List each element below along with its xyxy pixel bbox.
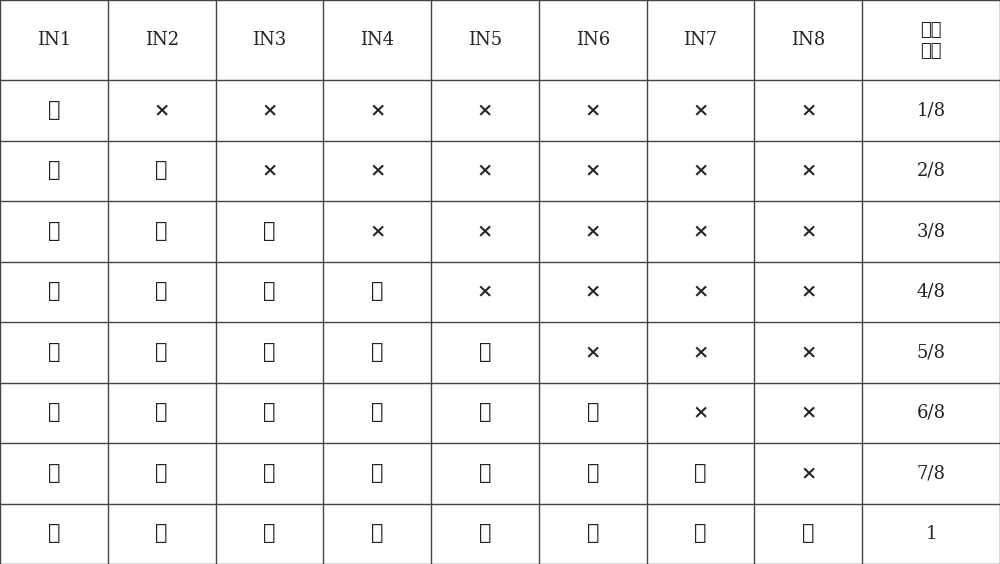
Text: ✓: ✓ <box>263 464 276 483</box>
Text: ✓: ✓ <box>263 222 276 241</box>
Text: 6/8: 6/8 <box>917 404 946 422</box>
Text: ✓: ✓ <box>371 343 383 362</box>
Text: ×: × <box>477 222 493 240</box>
Text: ✓: ✓ <box>155 283 168 301</box>
Text: ×: × <box>477 283 493 301</box>
Text: ✓: ✓ <box>155 161 168 180</box>
Text: ×: × <box>369 222 385 240</box>
Text: ✓: ✓ <box>155 343 168 362</box>
Text: ×: × <box>800 343 817 362</box>
Text: ×: × <box>800 162 817 180</box>
Text: 3/8: 3/8 <box>917 222 946 240</box>
Text: ✓: ✓ <box>263 525 276 543</box>
Text: ×: × <box>369 162 385 180</box>
Text: ×: × <box>585 162 601 180</box>
Text: ✓: ✓ <box>479 525 491 543</box>
Text: ✓: ✓ <box>371 464 383 483</box>
Text: ✓: ✓ <box>479 403 491 422</box>
Text: ✓: ✓ <box>48 343 60 362</box>
Text: ×: × <box>800 102 817 120</box>
Text: 1/8: 1/8 <box>917 102 946 120</box>
Text: ✓: ✓ <box>48 525 60 543</box>
Text: ×: × <box>692 102 709 120</box>
Text: ✓: ✓ <box>155 525 168 543</box>
Text: ✓: ✓ <box>48 403 60 422</box>
Text: ×: × <box>585 222 601 240</box>
Text: ×: × <box>692 162 709 180</box>
Text: ✓: ✓ <box>263 403 276 422</box>
Text: ×: × <box>692 222 709 240</box>
Text: ✓: ✓ <box>587 464 599 483</box>
Text: ×: × <box>477 162 493 180</box>
Text: IN2: IN2 <box>145 31 179 49</box>
Text: ✓: ✓ <box>155 464 168 483</box>
Text: ×: × <box>153 102 170 120</box>
Text: ×: × <box>261 162 278 180</box>
Text: ✓: ✓ <box>371 403 383 422</box>
Text: ✓: ✓ <box>48 222 60 241</box>
Text: ×: × <box>261 102 278 120</box>
Text: ✓: ✓ <box>48 101 60 120</box>
Text: ✓: ✓ <box>587 403 599 422</box>
Text: ×: × <box>585 343 601 362</box>
Text: ✓: ✓ <box>263 283 276 301</box>
Text: ×: × <box>800 222 817 240</box>
Text: IN6: IN6 <box>576 31 610 49</box>
Text: ✓: ✓ <box>48 283 60 301</box>
Text: IN4: IN4 <box>360 31 394 49</box>
Text: ×: × <box>800 404 817 422</box>
Text: ×: × <box>369 102 385 120</box>
Text: ×: × <box>585 283 601 301</box>
Text: IN1: IN1 <box>37 31 71 49</box>
Text: ✓: ✓ <box>155 403 168 422</box>
Text: ✓: ✓ <box>694 525 707 543</box>
Text: IN3: IN3 <box>252 31 287 49</box>
Text: ✓: ✓ <box>587 525 599 543</box>
Text: 4/8: 4/8 <box>917 283 946 301</box>
Text: IN5: IN5 <box>468 31 502 49</box>
Text: ×: × <box>692 283 709 301</box>
Text: 燃料
流量: 燃料 流量 <box>920 21 942 60</box>
Text: ✓: ✓ <box>371 525 383 543</box>
Text: ×: × <box>692 404 709 422</box>
Text: 2/8: 2/8 <box>917 162 946 180</box>
Text: ✓: ✓ <box>263 343 276 362</box>
Text: ×: × <box>585 102 601 120</box>
Text: ✓: ✓ <box>802 525 815 543</box>
Text: ✓: ✓ <box>155 222 168 241</box>
Text: ×: × <box>477 102 493 120</box>
Text: ×: × <box>800 464 817 482</box>
Text: ✓: ✓ <box>371 283 383 301</box>
Text: ✓: ✓ <box>48 464 60 483</box>
Text: 7/8: 7/8 <box>917 464 946 482</box>
Text: ✓: ✓ <box>694 464 707 483</box>
Text: ✓: ✓ <box>479 343 491 362</box>
Text: IN7: IN7 <box>683 31 718 49</box>
Text: ✓: ✓ <box>479 464 491 483</box>
Text: 1: 1 <box>925 525 937 543</box>
Text: 5/8: 5/8 <box>917 343 946 362</box>
Text: ×: × <box>800 283 817 301</box>
Text: ×: × <box>692 343 709 362</box>
Text: ✓: ✓ <box>48 161 60 180</box>
Text: IN8: IN8 <box>791 31 825 49</box>
